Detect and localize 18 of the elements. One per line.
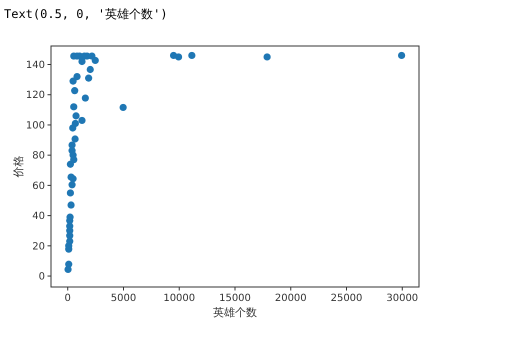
y-axis-title: 价格 [12, 156, 25, 178]
y-tick-label: 20 [32, 241, 45, 252]
x-tick-label: 0 [64, 293, 71, 304]
y-tick-label: 0 [38, 272, 45, 283]
y-tick-label: 80 [32, 150, 45, 162]
y-tick-label: 120 [26, 90, 45, 102]
y-tick-label: 100 [26, 120, 45, 132]
x-tick-label: 5000 [110, 293, 136, 304]
x-tick-label: 25000 [330, 293, 362, 304]
y-tick-label: 140 [26, 60, 45, 72]
x-tick-label: 10000 [163, 293, 196, 304]
x-tick-label: 15000 [219, 293, 251, 304]
x-axis-title: 英雄个数 [213, 306, 257, 319]
y-tick-label: 60 [32, 180, 45, 192]
x-tick-label: 30000 [386, 293, 418, 304]
text: Text(0.5, 0, '英雄个数') [4, 7, 168, 21]
y-tick-label: 40 [32, 211, 45, 222]
x-tick-label: 20000 [274, 293, 307, 304]
